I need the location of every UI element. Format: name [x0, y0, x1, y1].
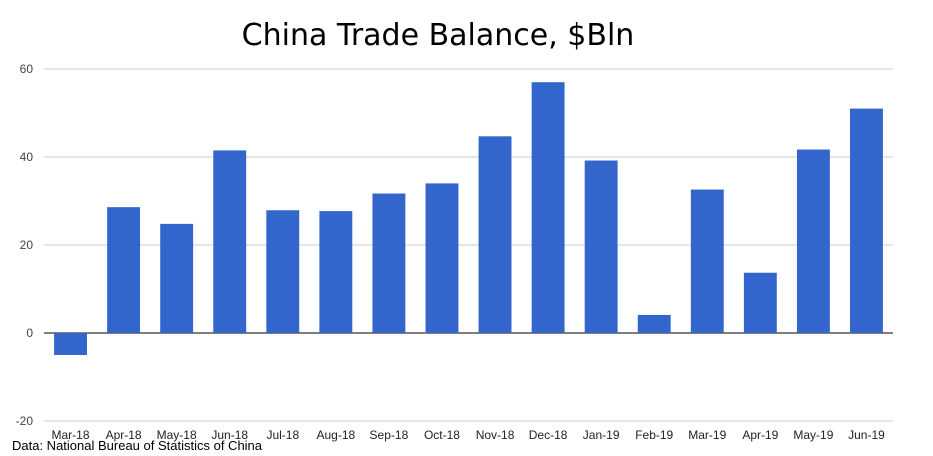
y-axis-ticks: -20 0 20 40 60 [16, 62, 34, 428]
x-tick-label: Sep-18 [370, 428, 409, 442]
bar-mar-19 [690, 189, 724, 333]
x-tick-label: Apr-19 [742, 428, 778, 442]
bars [54, 82, 883, 355]
y-tick-label: 40 [20, 150, 34, 164]
source-note: Data: National Bureau of Statistics of C… [12, 438, 263, 453]
bar-mar-18 [54, 333, 87, 355]
x-tick-label: Aug-18 [316, 428, 355, 442]
x-tick-label: Jan-19 [583, 428, 620, 442]
x-tick-label: Mar-19 [688, 428, 726, 442]
x-tick-label: Nov-18 [476, 428, 515, 442]
bar-sep-18 [372, 193, 406, 333]
x-tick-label: Feb-19 [635, 428, 673, 442]
chart-title: China Trade Balance, $Bln [241, 18, 635, 53]
y-tick-label: 60 [20, 62, 34, 76]
bar-apr-19 [743, 272, 777, 333]
x-tick-label: Jun-18 [211, 428, 248, 442]
bar-aug-18 [319, 211, 353, 333]
y-tick-label: 0 [26, 326, 33, 340]
y-tick-label: 20 [20, 238, 34, 252]
bar-jan-19 [584, 160, 618, 333]
x-tick-label: May-18 [157, 428, 197, 442]
bar-may-18 [160, 223, 194, 333]
bar-jun-18 [213, 150, 247, 333]
x-tick-label: Apr-18 [106, 428, 142, 442]
x-axis-ticks: Mar-18 Apr-18 May-18 Jun-18 Jul-18 Aug-18 Sep-… [52, 428, 886, 442]
bar-feb-19 [637, 314, 671, 333]
x-tick-label: May-19 [793, 428, 833, 442]
bar-jun-19 [850, 108, 883, 333]
x-tick-label: Jul-18 [266, 428, 299, 442]
y-tick-label: -20 [16, 414, 34, 428]
x-tick-label: Mar-18 [52, 428, 90, 442]
bar-dec-18 [531, 82, 565, 333]
bar-nov-18 [478, 136, 512, 333]
x-tick-label: Dec-18 [529, 428, 568, 442]
x-tick-label: Jun-19 [848, 428, 885, 442]
bar-oct-18 [425, 183, 459, 333]
bar-jul-18 [266, 210, 300, 333]
bar-apr-18 [107, 207, 141, 333]
bar-may-19 [796, 149, 830, 333]
x-tick-label: Oct-18 [424, 428, 460, 442]
